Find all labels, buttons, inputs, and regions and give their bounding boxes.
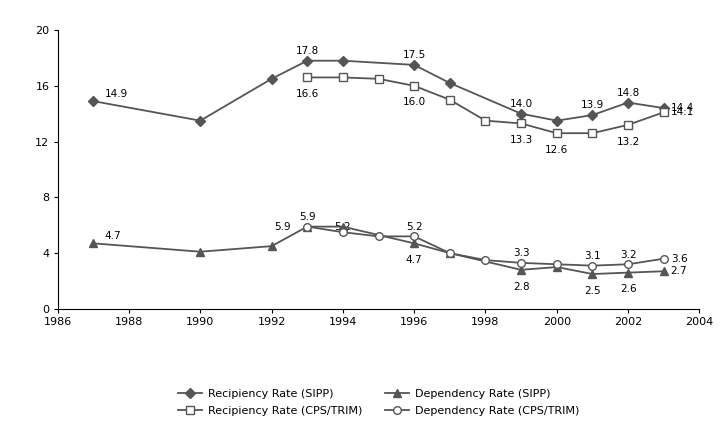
- Text: 2.5: 2.5: [584, 286, 601, 296]
- Text: 16.0: 16.0: [402, 97, 425, 108]
- Text: 5.9: 5.9: [299, 212, 316, 222]
- Text: 4.7: 4.7: [105, 231, 121, 242]
- Text: 12.6: 12.6: [545, 145, 568, 155]
- Text: 17.5: 17.5: [402, 50, 426, 60]
- Text: 16.6: 16.6: [296, 89, 319, 99]
- Text: 3.2: 3.2: [620, 250, 637, 260]
- Text: 3.3: 3.3: [513, 248, 529, 258]
- Text: 17.8: 17.8: [296, 46, 319, 56]
- Legend: Recipiency Rate (SIPP), Recipiency Rate (CPS/TRIM), Dependency Rate (SIPP), Depe: Recipiency Rate (SIPP), Recipiency Rate …: [174, 385, 583, 420]
- Text: 14.4: 14.4: [671, 103, 694, 113]
- Text: 5.2: 5.2: [335, 222, 351, 232]
- Text: 13.2: 13.2: [616, 136, 640, 147]
- Text: 3.6: 3.6: [671, 254, 687, 264]
- Text: 5.9: 5.9: [274, 222, 291, 232]
- Text: 13.3: 13.3: [510, 135, 533, 145]
- Text: 2.8: 2.8: [513, 281, 529, 292]
- Text: 14.8: 14.8: [616, 88, 640, 98]
- Text: 5.2: 5.2: [406, 222, 423, 232]
- Text: 3.1: 3.1: [584, 251, 601, 261]
- Text: 13.9: 13.9: [581, 100, 604, 110]
- Text: 14.9: 14.9: [105, 89, 128, 99]
- Text: 14.0: 14.0: [510, 99, 533, 109]
- Text: 2.7: 2.7: [671, 266, 687, 276]
- Text: 4.7: 4.7: [406, 255, 423, 265]
- Text: 2.6: 2.6: [620, 284, 637, 294]
- Text: 14.1: 14.1: [671, 107, 694, 117]
